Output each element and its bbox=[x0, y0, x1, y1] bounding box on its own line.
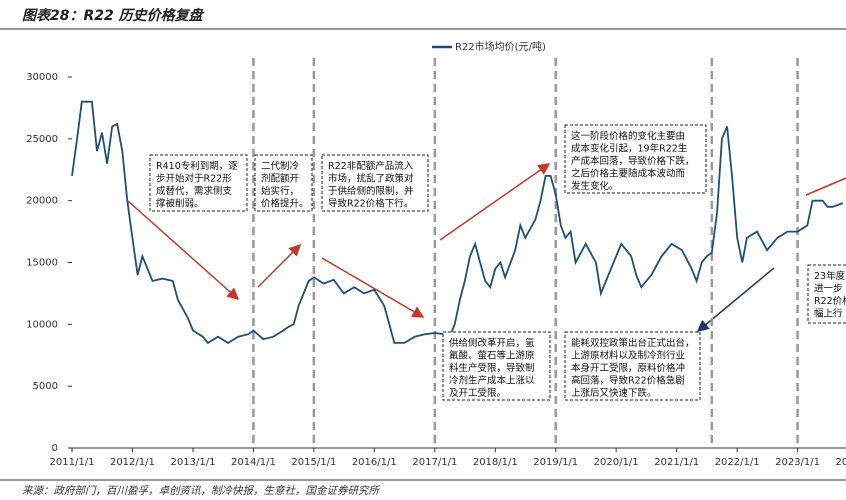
y-tick-label: 0 bbox=[52, 443, 58, 454]
y-tick-label: 15000 bbox=[26, 258, 58, 269]
annotation-text: 上涨后又快速下跌。 bbox=[571, 387, 657, 399]
y-tick-label: 20000 bbox=[26, 196, 58, 207]
annotation-text: 始实行， bbox=[261, 185, 299, 197]
source-note: 来源：政府部门，百川盈孚，卓创资讯，制冷快报，生意社，国金证券研究所 bbox=[22, 485, 380, 497]
annotation-text: 料生产受限，导致制 bbox=[449, 362, 535, 374]
annotation-text: 能耗双控政策出台正式出台， bbox=[571, 337, 695, 349]
annotation-box bbox=[807, 264, 846, 324]
annotation-text: 成替代，需求侧支 bbox=[156, 185, 233, 197]
annotation-text: 这一阶段价格的变化主要由 bbox=[571, 130, 685, 142]
x-tick-label: 2017/1/1 bbox=[412, 457, 457, 468]
x-tick-label: 2024/1/1 bbox=[836, 457, 846, 468]
annotation-text: 供给侧改革开启，氢 bbox=[449, 337, 535, 349]
x-tick-label: 2019/1/1 bbox=[533, 457, 578, 468]
annotation-text: 二代制冷 bbox=[261, 160, 300, 172]
annotation-text: 价格提升。 bbox=[261, 198, 309, 210]
arrow bbox=[439, 163, 551, 241]
annotation-text: 高回落，导致R22价格急剧 bbox=[571, 375, 685, 387]
annotation-box bbox=[442, 331, 551, 401]
arrow bbox=[321, 257, 425, 318]
arrow bbox=[696, 267, 775, 332]
annotation: 能耗双控政策出台正式出台，上游原材料以及制冷剂行业本身开工受限，原料价格冲高回落… bbox=[564, 331, 701, 401]
annotation-text: 剂配额开 bbox=[261, 173, 300, 185]
x-tick-label: 2011/1/1 bbox=[50, 457, 95, 468]
annotation: 23年度进一步R22价格幅上行 bbox=[807, 264, 846, 324]
annotation-text: 之后价格主要随成本波动而 bbox=[571, 168, 686, 180]
x-tick-label: 2021/1/1 bbox=[654, 457, 699, 468]
x-tick-label: 2020/1/1 bbox=[594, 457, 639, 468]
annotation-text: R410专利到期，逐 bbox=[156, 160, 238, 172]
annotation-text: 撑被削弱。 bbox=[156, 198, 204, 210]
arrow bbox=[805, 177, 846, 196]
annotation-text: 于供给侧的限制，并 bbox=[328, 185, 414, 197]
annotation-box bbox=[254, 154, 313, 212]
x-tick-label: 2014/1/1 bbox=[231, 457, 276, 468]
annotation-box bbox=[564, 124, 707, 194]
y-tick-label: 10000 bbox=[26, 319, 58, 330]
annotation-text: 幅上行 bbox=[814, 308, 843, 320]
annotation-text: 进一步 bbox=[814, 284, 843, 295]
arrow bbox=[257, 243, 302, 288]
annotation-text: 成本变化引起，19年R22生 bbox=[571, 143, 688, 155]
annotation-text: 及开工受限。 bbox=[449, 387, 506, 399]
price-line bbox=[71, 100, 844, 345]
arrows bbox=[127, 163, 846, 332]
annotation-box bbox=[321, 154, 429, 212]
annotation-text: 产成本回落，导致价格下跌， bbox=[571, 155, 695, 167]
y-tick-label: 5000 bbox=[33, 381, 58, 392]
annotation-text: R22非配额产品流入 bbox=[328, 160, 414, 172]
annotation: 供给侧改革开启，氢氟酸、萤石等上游原料生产受限，导致制冷剂生产成本上涨以及开工受… bbox=[442, 331, 551, 401]
annotation-text: 本身开工受限，原料价格冲 bbox=[571, 362, 685, 374]
legend-label: R22市场均价(元/吨) bbox=[455, 40, 546, 53]
x-tick-label: 2013/1/1 bbox=[171, 457, 216, 468]
annotation-text: 发生变化。 bbox=[571, 180, 619, 192]
x-tick-label: 2015/1/1 bbox=[291, 457, 336, 468]
annotation-box bbox=[149, 154, 248, 212]
annotation: 这一阶段价格的变化主要由成本变化引起，19年R22生产成本回落，导致价格下跌，之… bbox=[564, 124, 707, 194]
annotation-text: 上游原材料以及制冷剂行业 bbox=[571, 350, 685, 362]
annotation-text: 市场，扰乱了政策对 bbox=[328, 173, 414, 185]
arrow bbox=[127, 200, 240, 300]
annotation-text: 冷剂生产成本上涨以 bbox=[449, 375, 535, 387]
y-tick-label: 25000 bbox=[26, 134, 58, 145]
x-tick-label: 2012/1/1 bbox=[110, 457, 155, 468]
annotation-text: 23年度 bbox=[814, 270, 846, 282]
annotation-text: 氟酸、萤石等上游原 bbox=[449, 350, 535, 362]
annotation-text: R22价格 bbox=[814, 295, 846, 307]
x-tick-label: 2018/1/1 bbox=[473, 457, 518, 468]
chart-title: 图表28：R22 历史价格复盘 bbox=[22, 7, 205, 24]
y-tick-label: 30000 bbox=[26, 72, 58, 83]
x-tick-label: 2023/1/1 bbox=[775, 457, 820, 468]
x-tick-label: 2022/1/1 bbox=[715, 457, 760, 468]
annotation-box bbox=[564, 331, 701, 401]
x-tick-label: 2016/1/1 bbox=[352, 457, 397, 468]
annotation-text: 步开始对于R22形 bbox=[156, 173, 232, 185]
annotation-text: 导致R22价格下行。 bbox=[328, 198, 413, 210]
